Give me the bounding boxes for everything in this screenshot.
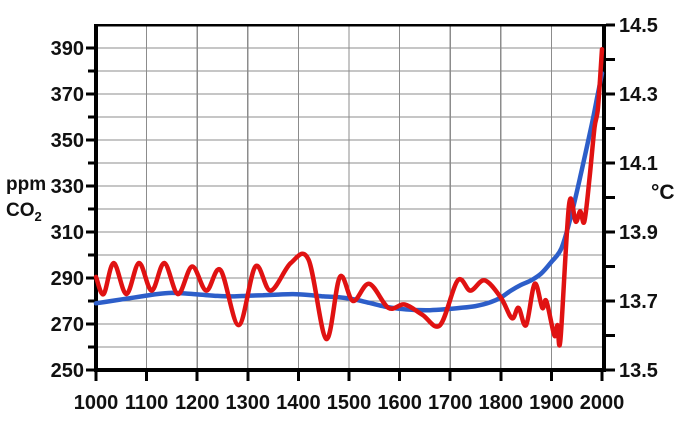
right-axis-tick-label: 14.1 — [619, 153, 658, 175]
x-axis-tick-label: 1000 — [74, 392, 119, 414]
right-axis-tick-label: 13.5 — [619, 360, 658, 382]
right-axis-tick-label: 13.9 — [619, 222, 658, 244]
x-axis-tick-label: 1300 — [226, 392, 271, 414]
right-axis-tick-label: 14.5 — [619, 15, 658, 37]
left-axis-tick-label: 250 — [51, 360, 84, 382]
x-axis-tick-label: 1800 — [479, 392, 524, 414]
x-axis-tick-label: 1400 — [276, 392, 321, 414]
x-axis-tick-label: 1600 — [377, 392, 422, 414]
x-axis-tick-label: 1500 — [327, 392, 372, 414]
x-axis-tick-label: 1900 — [529, 392, 574, 414]
left-axis-tick-label: 390 — [51, 38, 84, 60]
x-axis-tick-label: 1700 — [428, 392, 473, 414]
left-axis-unit-line1: ppm — [6, 174, 47, 195]
temperature-line — [93, 46, 605, 348]
right-axis-tick-label: 13.7 — [619, 291, 658, 313]
left-axis-tick-label: 330 — [51, 176, 84, 198]
left-axis-tick-label: 310 — [51, 222, 84, 244]
left-axis-tick-label: 370 — [51, 84, 84, 106]
left-axis-tick-label: 290 — [51, 268, 84, 290]
x-axis-tick-label: 1200 — [175, 392, 220, 414]
left-axis-unit-line2: CO2 — [6, 200, 42, 224]
left-axis-unit-label: ppm CO2 — [6, 172, 66, 230]
left-axis-tick-label: 350 — [51, 130, 84, 152]
left-axis-tick-label: 270 — [51, 314, 84, 336]
right-axis-unit-label: °C — [651, 181, 675, 204]
right-axis-tick-label: 14.3 — [619, 84, 658, 106]
x-axis-tick-label: 1100 — [125, 392, 168, 414]
x-axis-tick-label: 2000 — [580, 392, 625, 414]
